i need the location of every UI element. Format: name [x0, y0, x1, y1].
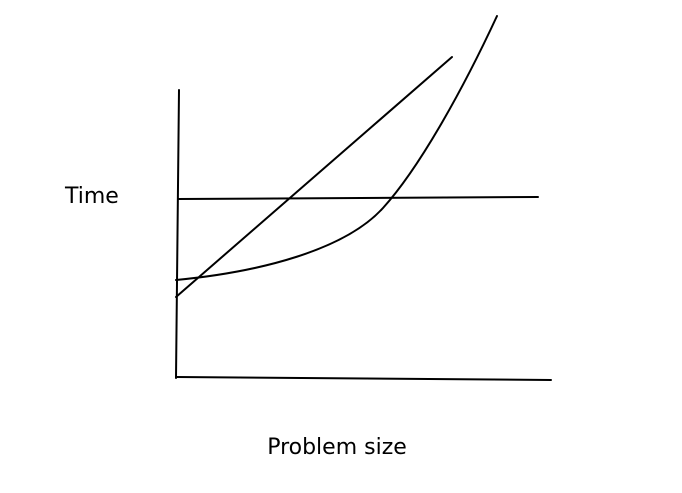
linear-curve [175, 56, 453, 298]
y-axis [175, 89, 180, 379]
y-axis-label: Time [64, 184, 119, 209]
x-axis [175, 376, 552, 381]
exponential-curve [175, 15, 498, 281]
constant-curve [177, 196, 539, 200]
x-axis-label: Problem size [267, 435, 407, 460]
